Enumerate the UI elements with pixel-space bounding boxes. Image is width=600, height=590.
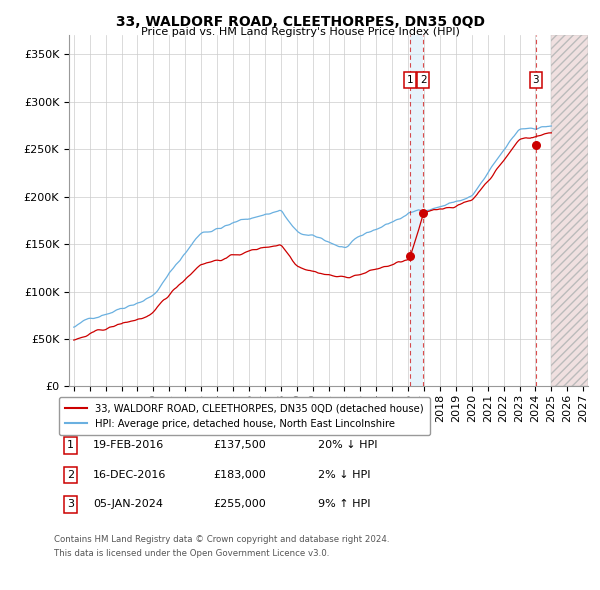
- Bar: [551, 35, 588, 386]
- Text: 3: 3: [532, 75, 539, 85]
- Text: 1: 1: [67, 441, 74, 450]
- Text: £183,000: £183,000: [213, 470, 266, 480]
- Text: £137,500: £137,500: [213, 441, 266, 450]
- Text: 9% ↑ HPI: 9% ↑ HPI: [318, 500, 371, 509]
- Text: 20% ↓ HPI: 20% ↓ HPI: [318, 441, 377, 450]
- Text: 2: 2: [67, 470, 74, 480]
- Text: This data is licensed under the Open Government Licence v3.0.: This data is licensed under the Open Gov…: [54, 549, 329, 558]
- Text: 3: 3: [67, 500, 74, 509]
- Text: 19-FEB-2016: 19-FEB-2016: [93, 441, 164, 450]
- Point: [419, 208, 428, 218]
- Point: [406, 251, 415, 261]
- Text: 2: 2: [420, 75, 427, 85]
- Text: Contains HM Land Registry data © Crown copyright and database right 2024.: Contains HM Land Registry data © Crown c…: [54, 535, 389, 544]
- Legend: 33, WALDORF ROAD, CLEETHORPES, DN35 0QD (detached house), HPI: Average price, de: 33, WALDORF ROAD, CLEETHORPES, DN35 0QD …: [59, 397, 430, 435]
- Text: 1: 1: [407, 75, 413, 85]
- Point: [531, 140, 541, 149]
- Text: £255,000: £255,000: [213, 500, 266, 509]
- Text: Price paid vs. HM Land Registry's House Price Index (HPI): Price paid vs. HM Land Registry's House …: [140, 27, 460, 37]
- Text: 33, WALDORF ROAD, CLEETHORPES, DN35 0QD: 33, WALDORF ROAD, CLEETHORPES, DN35 0QD: [115, 15, 485, 29]
- Text: 2% ↓ HPI: 2% ↓ HPI: [318, 470, 371, 480]
- Text: 05-JAN-2024: 05-JAN-2024: [93, 500, 163, 509]
- Bar: [410, 35, 424, 386]
- Text: 16-DEC-2016: 16-DEC-2016: [93, 470, 166, 480]
